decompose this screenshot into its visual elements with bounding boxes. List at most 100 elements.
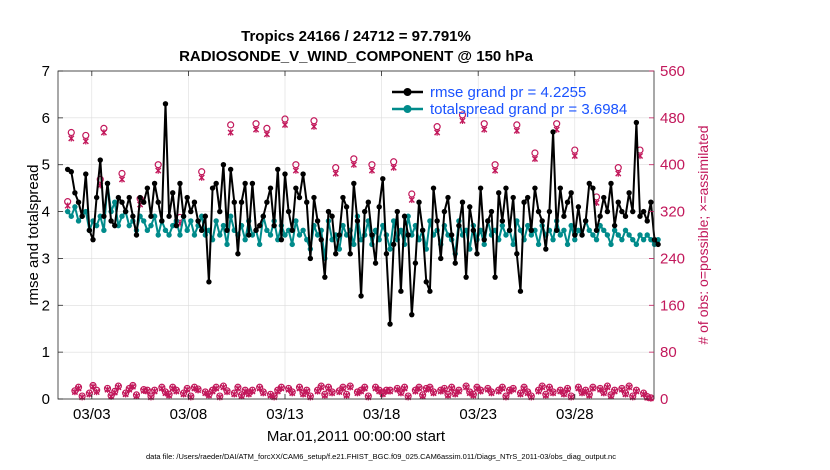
obs-assimilated-point — [622, 391, 629, 398]
obs-assimilated-point — [633, 388, 640, 395]
obs-assimilated-point — [343, 392, 350, 399]
obs-assimilated-point — [202, 389, 209, 397]
spread-point — [256, 241, 263, 248]
obs-assimilated-point — [104, 386, 111, 393]
spread-point — [296, 232, 303, 238]
obs-assimilated-point — [238, 392, 245, 400]
rmse-point — [271, 222, 277, 229]
obs-assimilated-point — [539, 384, 546, 391]
y-tick-label-left: 4 — [42, 204, 50, 221]
rmse-point — [608, 180, 614, 187]
rmse-point — [481, 236, 487, 243]
rmse-point — [640, 208, 647, 215]
spread-point — [601, 227, 607, 234]
spread-point — [517, 227, 524, 234]
spread-point — [387, 246, 393, 252]
rmse-point — [514, 251, 520, 257]
y-tick-label-left: 2 — [42, 297, 50, 314]
rmse-point — [235, 251, 241, 257]
rmse-point — [467, 204, 473, 210]
x-tick-label: 03/28 — [556, 406, 594, 423]
obs-assimilated-point — [198, 174, 205, 181]
rmse-point — [325, 208, 332, 215]
spread-point — [630, 236, 636, 243]
spread-point — [162, 227, 169, 234]
obs-assimilated-point — [86, 391, 93, 398]
rmse-point — [285, 208, 292, 215]
spread-point — [644, 232, 650, 238]
obs-assimilated-point — [325, 385, 332, 392]
chart-title-line1: Tropics 24166 / 24712 = 97.791% — [241, 28, 471, 45]
obs-assimilated-point — [162, 389, 169, 397]
rmse-point — [575, 204, 582, 210]
rmse-point — [474, 251, 480, 257]
spread-point — [390, 218, 397, 224]
rmse-point — [213, 180, 219, 187]
spread-point — [626, 232, 632, 238]
y-tick-label-right: 320 — [660, 204, 685, 221]
rmse-point — [242, 180, 248, 187]
rmse-point — [253, 227, 259, 234]
spread-point — [590, 232, 596, 238]
obs-assimilated-point — [64, 202, 71, 209]
obs-assimilated-point — [423, 386, 430, 393]
obs-assimilated-point — [549, 389, 557, 397]
obs-assimilated-point — [647, 395, 654, 402]
obs-assimilated-point — [281, 121, 289, 129]
rmse-point — [191, 199, 198, 205]
rmse-point — [597, 213, 603, 219]
obs-assimilated-point — [184, 386, 191, 393]
rmse-point — [488, 208, 495, 215]
obs-assimilated-point — [441, 386, 448, 393]
spread-point — [481, 241, 487, 248]
rmse-point — [336, 232, 343, 238]
spread-point — [264, 227, 270, 234]
rmse-point — [101, 213, 107, 219]
spread-point — [528, 232, 535, 238]
rmse-point — [503, 185, 509, 191]
rmse-point — [372, 260, 379, 266]
spread-point — [336, 246, 343, 252]
rmse-point — [361, 208, 368, 215]
series-layer — [64, 101, 661, 402]
spread-point — [224, 241, 230, 248]
rmse-point — [122, 208, 129, 215]
spread-point — [141, 218, 147, 224]
obs-assimilated-point — [531, 155, 539, 163]
y-tick-label-left: 3 — [42, 250, 50, 267]
rmse-point — [365, 199, 372, 205]
obs-assimilated-point — [173, 388, 180, 395]
spread-point — [144, 227, 151, 234]
rmse-point — [550, 129, 556, 135]
rmse-point — [619, 208, 625, 215]
obs-assimilated-point — [133, 392, 140, 400]
rmse-point — [590, 185, 596, 191]
rmse-point — [517, 288, 524, 294]
obs-assimilated-point — [118, 176, 126, 183]
rmse-point — [532, 185, 538, 191]
spread-point — [148, 222, 154, 229]
rmse-point — [521, 199, 527, 205]
rmse-point — [579, 232, 585, 238]
rmse-point — [162, 101, 169, 107]
obs-assimilated-point — [510, 386, 517, 393]
spread-point — [101, 227, 107, 234]
rmse-point — [227, 166, 234, 173]
spread-point — [510, 241, 516, 248]
rmse-point — [553, 227, 560, 234]
spread-point — [314, 232, 321, 238]
rmse-point — [206, 279, 212, 285]
obs-assimilated-point — [267, 392, 274, 399]
rmse-point — [137, 194, 143, 201]
rmse-point — [170, 190, 176, 196]
spread-point — [572, 236, 578, 243]
rmse-point — [499, 218, 506, 224]
spread-point — [358, 236, 364, 243]
y-tick-label-right: 160 — [660, 297, 685, 314]
obs-assimilated-point — [401, 385, 408, 392]
obs-assimilated-point — [589, 385, 596, 392]
legend-spread-marker — [403, 105, 412, 113]
spread-point — [112, 199, 118, 205]
obs-assimilated-point — [165, 392, 173, 399]
rmse-point — [249, 180, 256, 187]
